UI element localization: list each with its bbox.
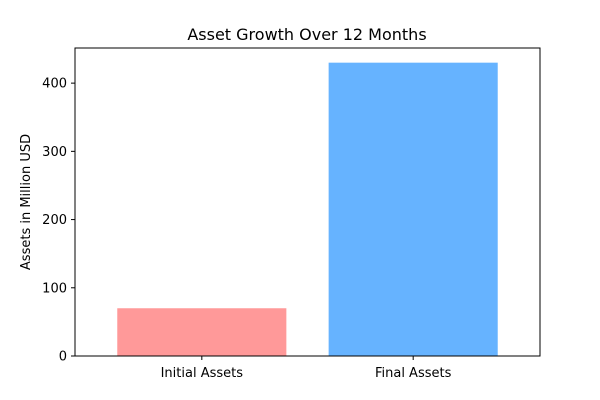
x-axis: Initial Assets Final Assets — [161, 356, 452, 381]
y-axis-label: Assets in Million USD — [19, 134, 34, 270]
bars-layer — [117, 62, 498, 357]
x-tick-label: Final Assets — [375, 366, 452, 381]
bar-initial-assets — [117, 308, 287, 356]
chart-title: Asset Growth Over 12 Months — [187, 25, 426, 44]
y-tick-label: 100 — [42, 281, 67, 296]
y-tick-label: 300 — [42, 145, 67, 160]
y-tick-label: 200 — [42, 213, 67, 228]
x-tick-label: Initial Assets — [161, 366, 244, 381]
bar-final-assets — [328, 62, 498, 357]
y-tick-label: 0 — [59, 350, 67, 365]
y-axis: 0 100 200 300 400 — [42, 77, 75, 365]
plot-frame — [74, 47, 541, 357]
y-tick-label: 400 — [42, 77, 67, 92]
